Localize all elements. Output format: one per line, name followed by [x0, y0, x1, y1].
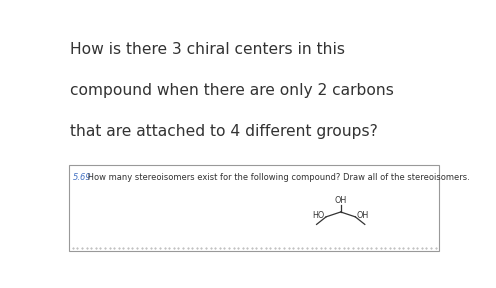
Text: 5.69: 5.69 — [73, 173, 92, 182]
Text: that are attached to 4 different groups?: that are attached to 4 different groups? — [70, 124, 378, 139]
Text: How is there 3 chiral centers in this: How is there 3 chiral centers in this — [70, 42, 345, 57]
Text: compound when there are only 2 carbons: compound when there are only 2 carbons — [70, 83, 394, 98]
Text: HO: HO — [312, 211, 324, 220]
Text: OH: OH — [357, 211, 369, 220]
Text: OH: OH — [335, 196, 347, 205]
Text: How many stereoisomers exist for the following compound? Draw all of the stereoi: How many stereoisomers exist for the fol… — [85, 173, 470, 182]
Bar — [69, 165, 439, 251]
